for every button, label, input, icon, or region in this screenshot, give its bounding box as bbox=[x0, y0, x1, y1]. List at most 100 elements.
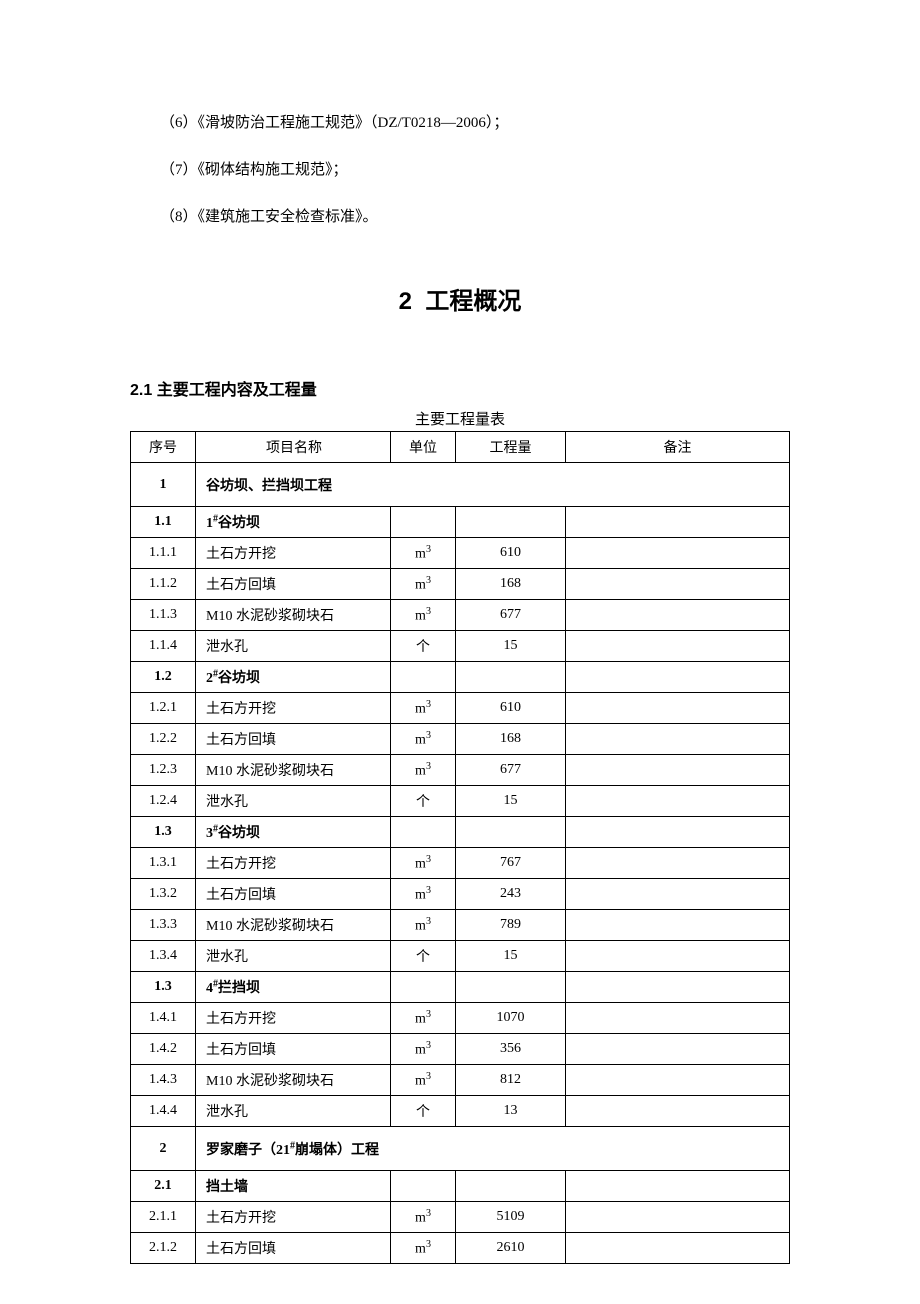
cell-unit bbox=[391, 972, 456, 1003]
cell-note bbox=[566, 972, 790, 1003]
subsection-title-text: 主要工程内容及工程量 bbox=[157, 382, 317, 399]
cell-note bbox=[566, 1171, 790, 1202]
cell-qty: 610 bbox=[456, 538, 566, 569]
cell-unit: m3 bbox=[391, 724, 456, 755]
table-row: 1.4.1土石方开挖m31070 bbox=[131, 1003, 790, 1034]
table-row: 1.1.1土石方开挖m3610 bbox=[131, 538, 790, 569]
cell-seq: 1.1.2 bbox=[131, 569, 196, 600]
cell-name: M10 水泥砂浆砌块石 bbox=[196, 910, 391, 941]
cell-seq: 1.2.4 bbox=[131, 786, 196, 817]
table-row: 1.4.3M10 水泥砂浆砌块石m3812 bbox=[131, 1065, 790, 1096]
table-row: 1.3.4泄水孔个15 bbox=[131, 941, 790, 972]
cell-seq: 1.4.1 bbox=[131, 1003, 196, 1034]
subsection-title: 2.1 主要工程内容及工程量 bbox=[130, 376, 790, 400]
cell-unit: m3 bbox=[391, 879, 456, 910]
cell-unit: 个 bbox=[391, 941, 456, 972]
cell-name: 挡土墙 bbox=[196, 1171, 391, 1202]
section-number: 2 bbox=[399, 288, 412, 315]
intro-line-6: （6）《滑坡防治工程施工规范》（DZ/T0218—2006）； bbox=[130, 110, 790, 137]
cell-name: 土石方开挖 bbox=[196, 1003, 391, 1034]
cell-name: M10 水泥砂浆砌块石 bbox=[196, 600, 391, 631]
table-row: 1.34#拦挡坝 bbox=[131, 972, 790, 1003]
cell-name: 谷坊坝、拦挡坝工程 bbox=[196, 463, 790, 507]
table-row: 1.33#谷坊坝 bbox=[131, 817, 790, 848]
header-note: 备注 bbox=[566, 432, 790, 463]
table-row: 2.1.2土石方回填m32610 bbox=[131, 1233, 790, 1264]
cell-note bbox=[566, 1065, 790, 1096]
table-row: 2.1挡土墙 bbox=[131, 1171, 790, 1202]
table-row: 1.22#谷坊坝 bbox=[131, 662, 790, 693]
cell-note bbox=[566, 507, 790, 538]
table-header-row: 序号 项目名称 单位 工程量 备注 bbox=[131, 432, 790, 463]
cell-qty: 5109 bbox=[456, 1202, 566, 1233]
cell-note bbox=[566, 848, 790, 879]
cell-note bbox=[566, 693, 790, 724]
cell-note bbox=[566, 910, 790, 941]
cell-name: 土石方开挖 bbox=[196, 538, 391, 569]
cell-note bbox=[566, 538, 790, 569]
cell-unit: 个 bbox=[391, 1096, 456, 1127]
cell-note bbox=[566, 1202, 790, 1233]
cell-note bbox=[566, 569, 790, 600]
cell-qty: 789 bbox=[456, 910, 566, 941]
table-row: 1.2.2土石方回填m3168 bbox=[131, 724, 790, 755]
header-seq: 序号 bbox=[131, 432, 196, 463]
cell-seq: 1.4.3 bbox=[131, 1065, 196, 1096]
cell-qty: 168 bbox=[456, 569, 566, 600]
table-body: 1谷坊坝、拦挡坝工程1.11#谷坊坝1.1.1土石方开挖m36101.1.2土石… bbox=[131, 463, 790, 1264]
table-row: 1.3.1土石方开挖m3767 bbox=[131, 848, 790, 879]
cell-seq: 2.1.1 bbox=[131, 1202, 196, 1233]
cell-qty: 15 bbox=[456, 786, 566, 817]
cell-name: 泄水孔 bbox=[196, 1096, 391, 1127]
cell-name: 1#谷坊坝 bbox=[196, 507, 391, 538]
cell-qty: 168 bbox=[456, 724, 566, 755]
table-row: 1.4.4泄水孔个13 bbox=[131, 1096, 790, 1127]
table-row: 1.1.3M10 水泥砂浆砌块石m3677 bbox=[131, 600, 790, 631]
cell-name: 泄水孔 bbox=[196, 631, 391, 662]
cell-unit: m3 bbox=[391, 1003, 456, 1034]
table-row: 1.3.2土石方回填m3243 bbox=[131, 879, 790, 910]
cell-name: 土石方回填 bbox=[196, 569, 391, 600]
table-row: 1.2.1土石方开挖m3610 bbox=[131, 693, 790, 724]
table-row: 1.4.2土石方回填m3356 bbox=[131, 1034, 790, 1065]
subsection-number: 2.1 bbox=[130, 382, 152, 399]
table-row: 1谷坊坝、拦挡坝工程 bbox=[131, 463, 790, 507]
cell-qty: 610 bbox=[456, 693, 566, 724]
table-row: 2罗家磨子（21#崩塌体）工程 bbox=[131, 1127, 790, 1171]
cell-name: 土石方回填 bbox=[196, 1034, 391, 1065]
cell-note bbox=[566, 1003, 790, 1034]
cell-seq: 1.2.2 bbox=[131, 724, 196, 755]
cell-seq: 1.2.3 bbox=[131, 755, 196, 786]
table-row: 1.2.4泄水孔个15 bbox=[131, 786, 790, 817]
cell-qty: 15 bbox=[456, 631, 566, 662]
cell-seq: 1.2.1 bbox=[131, 693, 196, 724]
cell-unit: 个 bbox=[391, 631, 456, 662]
cell-name: 泄水孔 bbox=[196, 786, 391, 817]
cell-qty: 15 bbox=[456, 941, 566, 972]
cell-qty bbox=[456, 662, 566, 693]
cell-seq: 1.1.3 bbox=[131, 600, 196, 631]
header-name: 项目名称 bbox=[196, 432, 391, 463]
cell-name: 3#谷坊坝 bbox=[196, 817, 391, 848]
cell-unit: m3 bbox=[391, 1202, 456, 1233]
table-row: 1.1.2土石方回填m3168 bbox=[131, 569, 790, 600]
cell-qty: 13 bbox=[456, 1096, 566, 1127]
table-row: 1.11#谷坊坝 bbox=[131, 507, 790, 538]
cell-seq: 1.3.1 bbox=[131, 848, 196, 879]
cell-unit bbox=[391, 1171, 456, 1202]
cell-name: 土石方回填 bbox=[196, 724, 391, 755]
cell-qty: 1070 bbox=[456, 1003, 566, 1034]
quantities-table: 序号 项目名称 单位 工程量 备注 1谷坊坝、拦挡坝工程1.11#谷坊坝1.1.… bbox=[130, 431, 790, 1264]
cell-seq: 1.1 bbox=[131, 507, 196, 538]
cell-qty: 812 bbox=[456, 1065, 566, 1096]
cell-seq: 1.3 bbox=[131, 817, 196, 848]
cell-name: 罗家磨子（21#崩塌体）工程 bbox=[196, 1127, 790, 1171]
cell-seq: 1.3 bbox=[131, 972, 196, 1003]
cell-qty bbox=[456, 507, 566, 538]
cell-seq: 1.4.2 bbox=[131, 1034, 196, 1065]
cell-name: 2#谷坊坝 bbox=[196, 662, 391, 693]
cell-name: 泄水孔 bbox=[196, 941, 391, 972]
cell-note bbox=[566, 631, 790, 662]
cell-seq: 1.1.4 bbox=[131, 631, 196, 662]
cell-unit bbox=[391, 507, 456, 538]
